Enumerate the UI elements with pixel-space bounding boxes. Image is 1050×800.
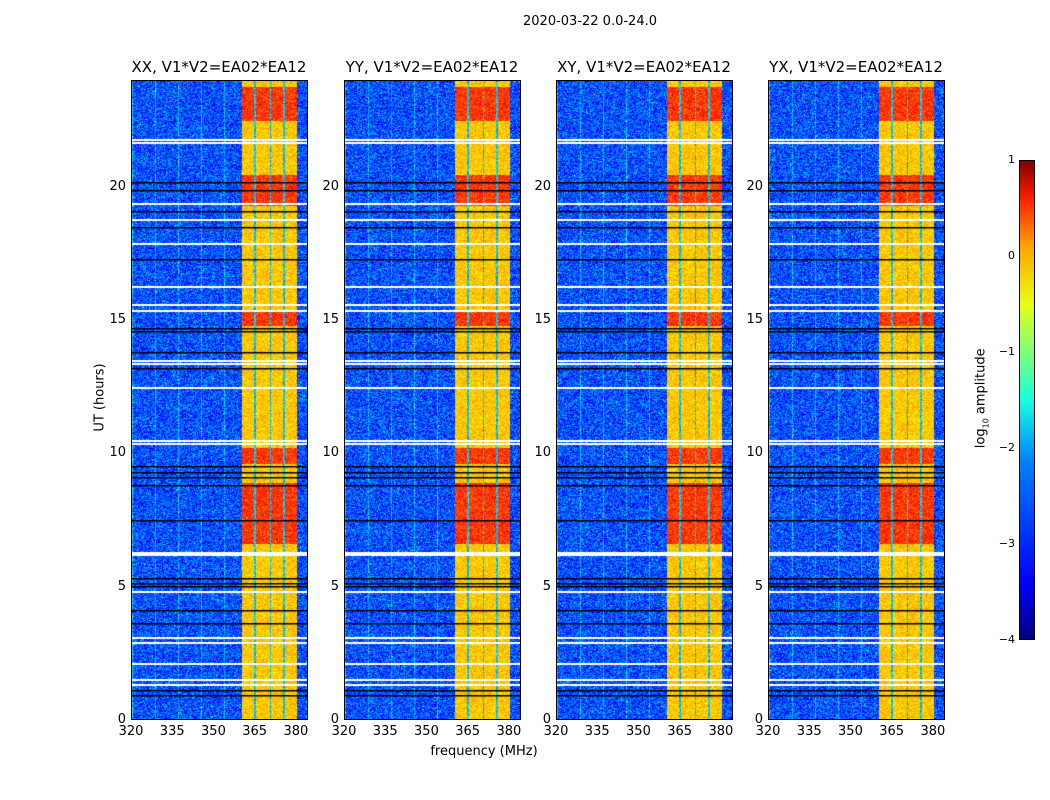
x-axis-label: frequency (MHz) [430,744,538,759]
y-tick-label: 20 [109,178,126,194]
colorbar-label-rest: amplitude [973,348,989,419]
x-tick-label: 320 [331,724,357,739]
x-tick-label: 365 [242,724,268,739]
x-tick-label: 350 [414,724,439,739]
colorbar-tick-label: −1 [998,345,1015,358]
x-tick-label: 380 [283,724,309,739]
heatmap-image [769,81,944,719]
y-tick-label: 20 [322,178,339,194]
colorbar-label: log10 amplitude [974,338,991,458]
heatmap-panel [556,80,733,720]
y-tick-label: 0 [117,712,126,727]
x-tick-label: 335 [796,724,822,739]
y-tick-label: 15 [109,312,126,327]
colorbar-tick-label: 0 [1008,249,1015,262]
x-tick-label: 350 [626,724,651,739]
colorbar-tick-label: −4 [998,633,1015,646]
y-tick-label: 15 [534,312,551,327]
x-tick-label: 365 [455,724,481,739]
heatmap-panel [768,80,945,720]
y-tick-label: 20 [534,178,551,194]
y-tick-label: 20 [746,178,763,194]
y-tick-label: 5 [117,578,126,594]
colorbar-tick-label: 1 [1008,153,1015,166]
panel-title: XY, V1*V2=EA02*EA12 [557,58,731,76]
heatmap-panel [131,80,308,720]
y-tick-label: 5 [330,578,339,594]
y-tick-label: 0 [754,712,763,727]
colorbar-tick-label: −3 [998,537,1015,550]
x-tick-label: 320 [755,724,781,739]
y-tick-label: 10 [746,445,763,461]
y-tick-label: 10 [109,445,126,461]
y-tick-label: 0 [330,712,339,727]
x-tick-label: 335 [372,724,398,739]
heatmap-image [557,81,732,719]
x-tick-label: 320 [543,724,569,739]
x-tick-label: 320 [118,724,144,739]
colorbar-label-sub: 10 [981,418,991,429]
x-tick-label: 380 [708,724,734,739]
y-tick-label: 10 [322,445,339,461]
panel-title: YX, V1*V2=EA02*EA12 [769,58,943,76]
panel-title: YY, V1*V2=EA02*EA12 [345,58,519,76]
colorbar-tick-label: −2 [998,441,1015,454]
colorbar [1019,160,1035,640]
x-tick-label: 365 [879,724,905,739]
x-tick-label: 380 [920,724,946,739]
x-tick-label: 350 [201,724,226,739]
y-tick-label: 15 [746,312,763,327]
figure-title: 2020-03-22 0.0-24.0 [523,14,657,29]
y-tick-label: 10 [534,445,551,461]
x-tick-label: 335 [584,724,610,739]
y-tick-label: 5 [542,578,551,594]
heatmap-image [132,81,307,719]
heatmap-panel [344,80,521,720]
y-axis-label: UT (hours) [92,363,108,432]
panel-title: XX, V1*V2=EA02*EA12 [131,58,307,76]
x-tick-label: 365 [667,724,693,739]
y-tick-label: 0 [542,712,551,727]
y-tick-label: 5 [754,578,763,594]
x-tick-label: 380 [496,724,522,739]
x-tick-label: 350 [838,724,863,739]
heatmap-image [345,81,520,719]
colorbar-label-log: log [973,428,989,449]
x-tick-label: 335 [159,724,185,739]
y-tick-label: 15 [322,312,339,327]
